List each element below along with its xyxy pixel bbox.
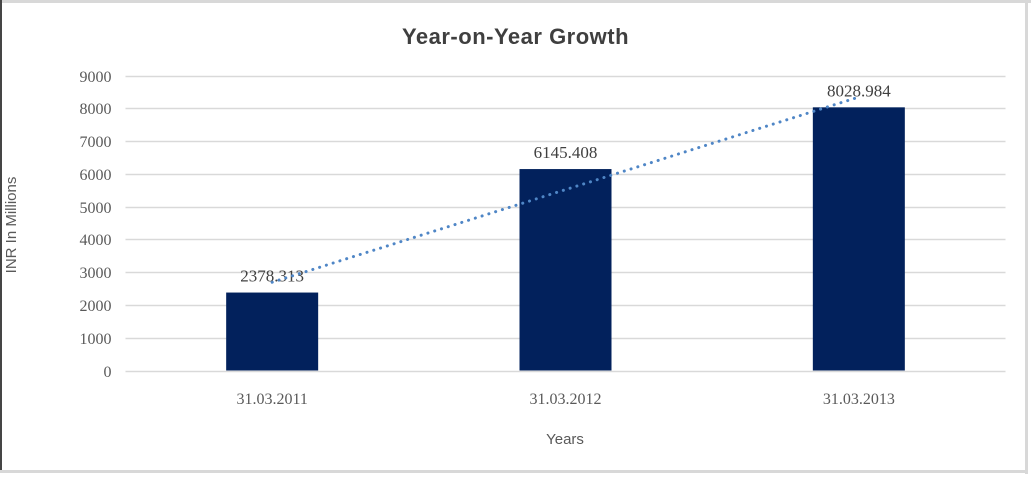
bar-data-label: 6145.408 <box>534 143 598 162</box>
y-tick-label: 3000 <box>80 265 112 282</box>
bar-data-label: 2378.313 <box>240 267 304 286</box>
bar <box>812 107 905 371</box>
bar <box>519 169 612 371</box>
y-tick-label: 5000 <box>80 200 112 217</box>
bar <box>226 292 319 371</box>
chart-title: Year-on-Year Growth <box>401 24 630 49</box>
bar-data-label: 8028.984 <box>827 81 891 100</box>
y-tick-label: 9000 <box>80 69 112 86</box>
y-tick-label: 8000 <box>80 101 112 118</box>
y-tick-label: 7000 <box>80 134 112 151</box>
frame-edge-top <box>0 0 1031 3</box>
trendline <box>270 95 861 284</box>
y-tick-label: 6000 <box>80 167 112 184</box>
frame-edge-right <box>1025 0 1028 474</box>
y-tick-label: 2000 <box>80 298 112 315</box>
x-category-label: 31.03.2012 <box>530 391 602 408</box>
y-tick-label: 0 <box>104 364 112 381</box>
frame-edge-bottom <box>0 470 1028 473</box>
x-category-label: 31.03.2011 <box>236 391 307 408</box>
y-tick-label: 1000 <box>80 331 112 348</box>
y-tick-label: 4000 <box>80 232 112 249</box>
x-axis-title: Years <box>546 431 584 448</box>
x-category-label: 31.03.2013 <box>823 391 895 408</box>
frame-edge-left <box>0 0 2 470</box>
